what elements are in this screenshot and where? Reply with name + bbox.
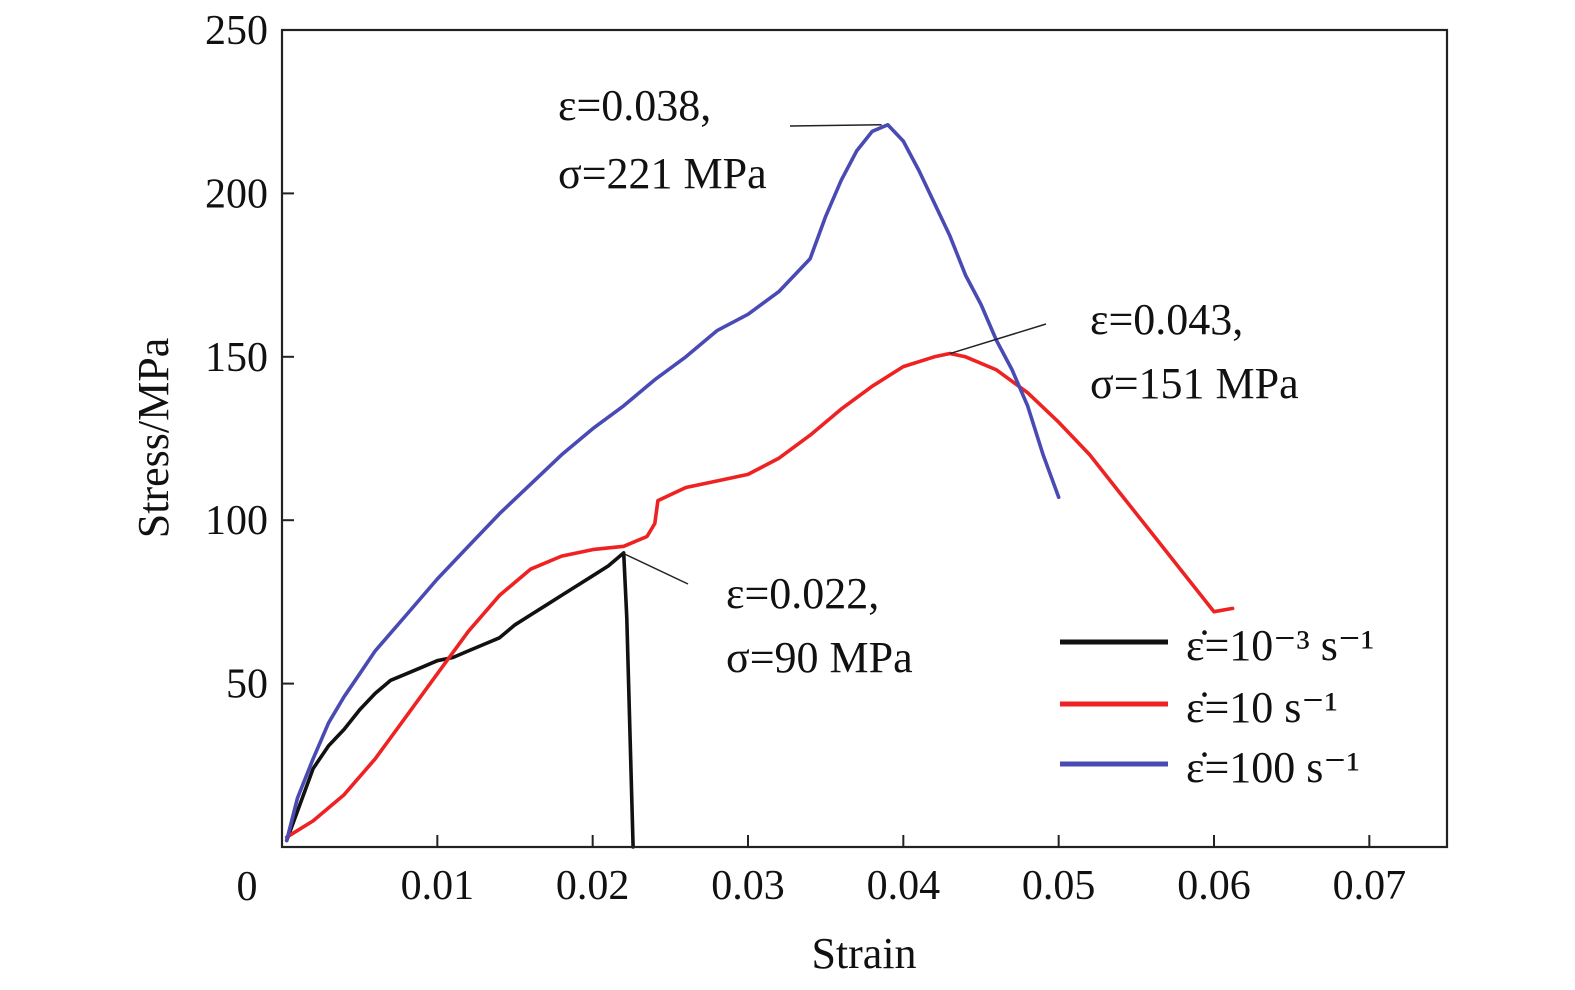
annotation-peak-0001-stress: σ=90 MPa xyxy=(726,633,913,682)
series-layer xyxy=(284,123,1235,849)
annotation-peak-0001-strain: ε=0.022, xyxy=(726,569,879,618)
annotation-peak-0001: ε=0.022, σ=90 MPa xyxy=(726,569,913,682)
y-tick-label: 200 xyxy=(205,171,268,217)
series-line-fast xyxy=(284,123,1061,843)
legend-label-fast: ε̇=100 s⁻¹ xyxy=(1186,743,1360,792)
annotation-peak-10-strain: ε=0.043, xyxy=(1090,295,1243,344)
leader-layer xyxy=(621,124,1047,585)
x-tick-label: 0.07 xyxy=(1333,863,1407,909)
x-tick-label: 0.03 xyxy=(711,863,785,909)
origin-label: 0 xyxy=(237,864,258,910)
annotation-peak-100-stress: σ=221 MPa xyxy=(558,149,767,198)
x-tick-label: 0.01 xyxy=(401,863,475,909)
x-axis-title: Strain xyxy=(811,929,916,978)
legend-label-slow: ε̇=10⁻³ s⁻¹ xyxy=(1186,621,1374,670)
x-tick-label: 0.04 xyxy=(867,863,941,909)
y-axis-title: Stress/MPa xyxy=(129,338,178,538)
x-tick-label: 0.05 xyxy=(1022,863,1096,909)
series-line-medium xyxy=(284,351,1235,840)
annotation-peak-10-stress: σ=151 MPa xyxy=(1090,359,1299,408)
plot-frame xyxy=(280,28,1449,849)
annotation-leader xyxy=(621,552,689,585)
y-tick-label: 150 xyxy=(205,335,268,381)
annotation-leader xyxy=(789,124,882,127)
annotation-peak-100: ε=0.038, σ=221 MPa xyxy=(558,81,767,198)
y-tick-label: 50 xyxy=(226,662,268,708)
ticks-layer: 0.01 0.02 0.03 0.04 0.05 0.06 0.07 50 100 150 200 2… xyxy=(205,8,1406,909)
y-tick-label: 250 xyxy=(205,8,268,54)
y-tick-label: 100 xyxy=(205,498,268,544)
legend: ε̇=10⁻³ s⁻¹ ε̇=10 s⁻¹ ε̇=100 s⁻¹ xyxy=(1060,621,1374,792)
legend-label-medium: ε̇=10 s⁻¹ xyxy=(1186,683,1338,732)
annotation-leader xyxy=(949,323,1047,355)
annotation-peak-100-strain: ε=0.038, xyxy=(558,81,711,130)
annotation-peak-10: ε=0.043, σ=151 MPa xyxy=(1090,295,1299,408)
x-tick-label: 0.06 xyxy=(1177,863,1251,909)
series-line-slow xyxy=(284,551,635,849)
x-tick-label: 0.02 xyxy=(556,863,630,909)
